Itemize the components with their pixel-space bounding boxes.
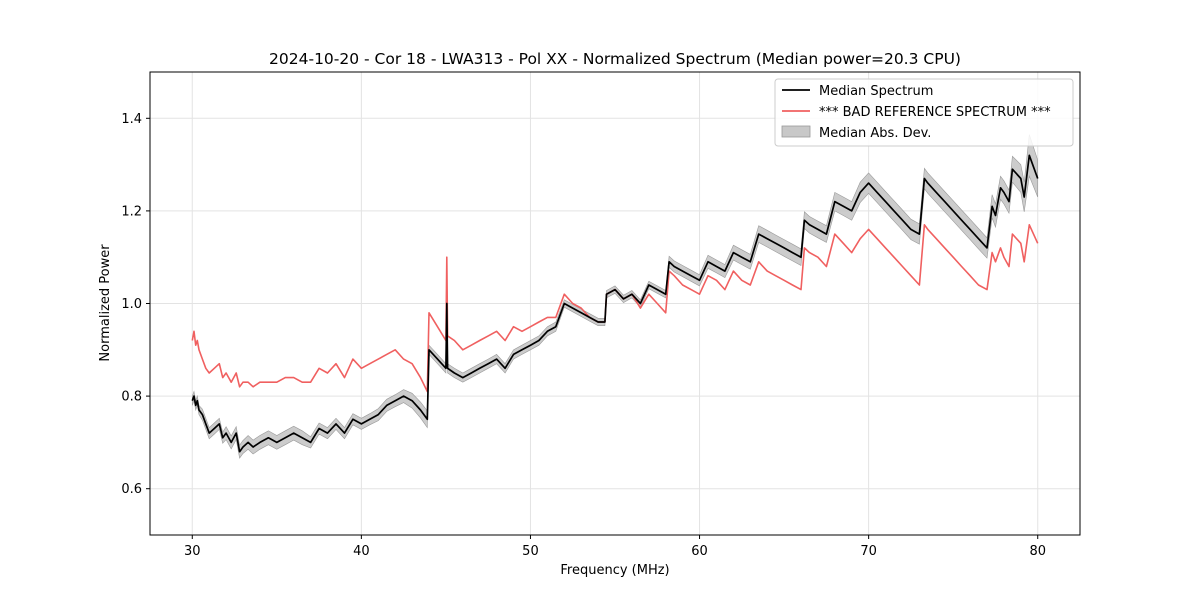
y-tick-label-4: 1.4 (121, 112, 142, 127)
legend-box (774, 78, 1074, 147)
chart-title: 2024-10-20 - Cor 18 - LWA313 - Pol XX - … (269, 50, 961, 68)
y-tick-label-1: 0.8 (121, 390, 142, 405)
x-tick-label-1: 40 (353, 544, 370, 559)
x-tick-label-3: 60 (691, 544, 708, 559)
y-tick-label-0: 0.6 (121, 482, 142, 497)
x-tick-label-0: 30 (184, 544, 201, 559)
median-spectrum-line (191, 154, 1039, 453)
plot-frame (149, 71, 1081, 536)
x-tick-label-2: 50 (522, 544, 539, 559)
mad-band (192, 134, 1038, 459)
legend-mad-label: Median Abs. Dev. (819, 126, 931, 141)
y-tick-label-3: 1.2 (121, 204, 142, 219)
x-tick-label-5: 80 (1029, 544, 1046, 559)
x-tick-label-4: 70 (860, 544, 877, 559)
legend: Median Spectrum *** BAD REFERENCE SPECTR… (774, 78, 1074, 147)
y-tick-label-2: 1.0 (121, 297, 142, 312)
legend-mad-swatch (781, 125, 811, 138)
x-axis-ticks: 30 40 50 60 70 80 (184, 535, 1046, 559)
y-axis-label: Normalized Power (98, 244, 113, 362)
x-axis-label: Frequency (MHz) (560, 563, 669, 578)
y-axis-ticks: 0.6 0.8 1.0 1.2 1.4 (121, 112, 150, 497)
legend-median-label: Median Spectrum (819, 84, 933, 99)
legend-reference-label: *** BAD REFERENCE SPECTRUM *** (819, 105, 1051, 120)
